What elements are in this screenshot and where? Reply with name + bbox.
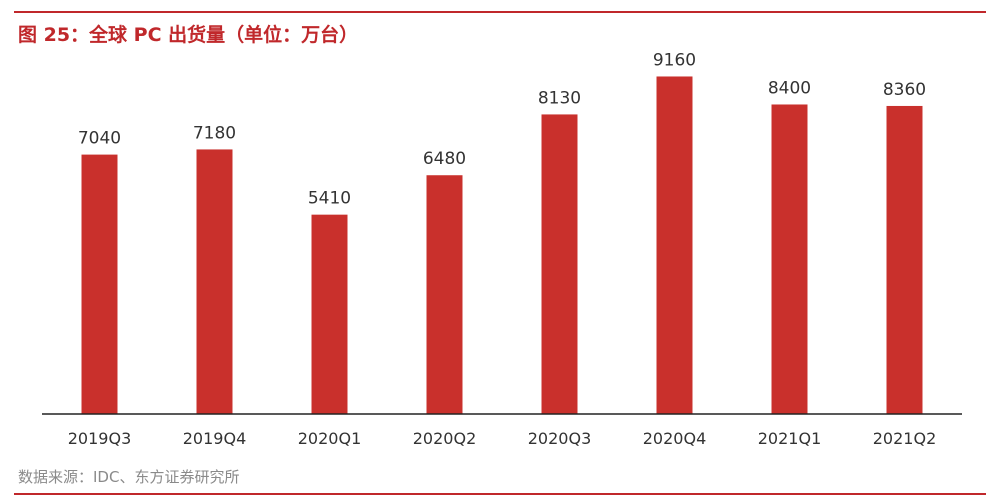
x-tick-label-2021Q2: 2021Q2 (873, 429, 937, 448)
bar-2020Q2 (426, 175, 463, 414)
top-rule (14, 11, 986, 13)
value-label-2019Q3: 7040 (78, 129, 121, 149)
x-tick-label-2020Q4: 2020Q4 (643, 429, 707, 448)
x-tick-label-2020Q3: 2020Q3 (528, 429, 592, 448)
x-tick-labels-group: 2019Q3 2019Q4 2020Q1 2020Q2 2020Q3 2020Q4 2021… (68, 429, 937, 448)
bar-2019Q3 (81, 154, 118, 414)
value-label-2020Q2: 6480 (423, 149, 466, 169)
bar-2019Q4 (196, 149, 233, 414)
x-tick-label-2019Q3: 2019Q3 (68, 429, 132, 448)
x-tick-label-2020Q2: 2020Q2 (413, 429, 477, 448)
value-label-2020Q1: 5410 (308, 189, 351, 209)
bar-2020Q1 (311, 214, 348, 414)
x-tick-label-2019Q4: 2019Q4 (183, 429, 247, 448)
value-label-2021Q2: 8360 (883, 80, 926, 100)
bottom-rule (14, 493, 986, 495)
bar-2020Q4 (656, 76, 693, 414)
x-tick-label-2020Q1: 2020Q1 (298, 429, 362, 448)
chart-title: 图 25：全球 PC 出货量（单位：万台） (18, 24, 359, 46)
value-labels-group: 7040 7180 5410 6480 8130 9160 8400 8360 (78, 50, 926, 208)
bar-2021Q2 (886, 105, 923, 414)
bar-2021Q1 (771, 104, 808, 414)
bar-2020Q3 (541, 114, 578, 415)
value-label-2020Q3: 8130 (538, 88, 581, 108)
value-label-2021Q1: 8400 (768, 78, 811, 98)
value-label-2019Q4: 7180 (193, 123, 236, 143)
value-label-2020Q4: 9160 (653, 50, 696, 70)
x-tick-label-2021Q1: 2021Q1 (758, 429, 822, 448)
source-note: 数据来源：IDC、东方证券研究所 (18, 468, 240, 486)
bars-group (81, 76, 923, 415)
